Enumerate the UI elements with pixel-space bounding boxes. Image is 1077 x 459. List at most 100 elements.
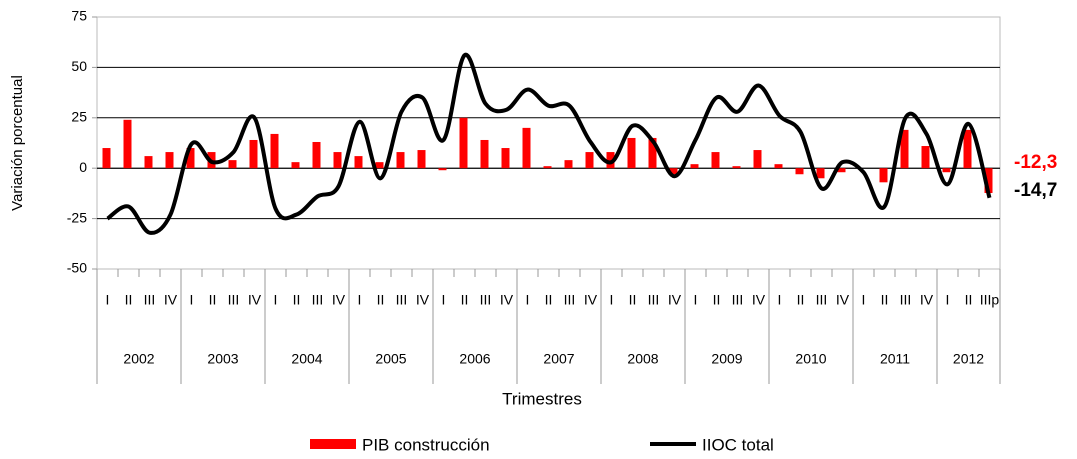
bar [837, 168, 846, 173]
bar [186, 148, 195, 169]
year-label: 2008 [627, 351, 658, 367]
bar [375, 162, 384, 169]
bar [774, 164, 783, 169]
x-tick-label: I [442, 292, 446, 308]
bar [879, 168, 888, 183]
x-tick-label: I [526, 292, 530, 308]
x-tick-label: I [778, 292, 782, 308]
x-tick-label: III [732, 292, 744, 308]
x-tick-label: III [312, 292, 324, 308]
x-tick-label: III [228, 292, 240, 308]
y-tick-label: -25 [67, 209, 87, 225]
bar [165, 152, 174, 169]
bar [585, 152, 594, 169]
legend-label: PIB construcción [362, 435, 490, 454]
x-tick-label: IV [920, 292, 934, 308]
x-tick-label: I [190, 292, 194, 308]
bar [102, 148, 111, 169]
bar [984, 168, 993, 193]
year-label: 2011 [880, 351, 910, 367]
bar [228, 160, 237, 169]
bar [459, 117, 468, 169]
value-label: -14,7 [1014, 180, 1057, 201]
y-tick-label: 0 [79, 159, 87, 175]
bar [396, 152, 405, 169]
x-tick-label: III [816, 292, 828, 308]
x-tick-label: II [965, 292, 973, 308]
year-label: 2005 [375, 351, 406, 367]
x-tick-label: IV [416, 292, 430, 308]
x-tick-label: III [648, 292, 660, 308]
bar [711, 152, 720, 169]
year-label: 2003 [207, 351, 238, 367]
bar [627, 137, 636, 169]
x-tick-label: IV [752, 292, 766, 308]
year-label: 2009 [711, 351, 742, 367]
bar [354, 156, 363, 169]
bar [921, 146, 930, 169]
x-tick-label: IV [500, 292, 514, 308]
x-tick-label: II [713, 292, 721, 308]
bar [753, 150, 762, 169]
value-label: -12,3 [1014, 152, 1057, 173]
bar [438, 168, 447, 171]
bar [333, 152, 342, 169]
x-tick-label: IV [248, 292, 262, 308]
x-tick-label: IV [332, 292, 346, 308]
bar [144, 156, 153, 169]
x-tick-label: II [881, 292, 889, 308]
year-label: 2006 [459, 351, 490, 367]
bar [900, 129, 909, 169]
legend-swatch [310, 439, 356, 449]
bar [648, 137, 657, 169]
bar [312, 141, 321, 169]
x-tick-label: IIIp [980, 292, 1000, 308]
year-label: 2012 [953, 351, 984, 367]
x-tick-label: II [293, 292, 301, 308]
year-label: 2007 [543, 351, 574, 367]
x-tick-label: IV [836, 292, 850, 308]
x-tick-label: IV [584, 292, 598, 308]
y-tick-label: 25 [71, 109, 87, 125]
bar [417, 150, 426, 169]
x-tick-label: I [610, 292, 614, 308]
x-tick-label: III [396, 292, 408, 308]
y-tick-label: 50 [71, 58, 87, 74]
x-tick-label: I [274, 292, 278, 308]
bar [795, 168, 804, 175]
x-tick-label: II [797, 292, 805, 308]
bar [732, 166, 741, 169]
bar [543, 166, 552, 169]
y-tick-label: 75 [71, 8, 87, 24]
y-axis-label: Variación porcentual [9, 75, 26, 211]
x-tick-label: IV [164, 292, 178, 308]
legend-label: IIOC total [702, 435, 774, 454]
bar [942, 168, 951, 173]
x-axis-label: Trimestres [502, 389, 582, 408]
bar [522, 127, 531, 169]
y-tick-label: -50 [67, 260, 87, 276]
bar [480, 139, 489, 169]
bar [669, 168, 678, 175]
x-tick-label: II [209, 292, 217, 308]
x-tick-label: I [106, 292, 110, 308]
x-tick-label: III [900, 292, 912, 308]
x-tick-label: I [862, 292, 866, 308]
bar [270, 133, 279, 169]
bar [690, 164, 699, 169]
plot-area [96, 16, 1001, 270]
year-label: 2002 [123, 351, 154, 367]
bar [501, 148, 510, 169]
x-tick-label: I [358, 292, 362, 308]
x-tick-label: I [946, 292, 950, 308]
x-tick-label: II [545, 292, 553, 308]
bar [249, 139, 258, 169]
x-tick-label: I [694, 292, 698, 308]
x-tick-label: II [629, 292, 637, 308]
bar [963, 129, 972, 169]
year-label: 2004 [291, 351, 322, 367]
year-label: 2010 [795, 351, 826, 367]
x-tick-label: III [480, 292, 492, 308]
bar [564, 160, 573, 169]
